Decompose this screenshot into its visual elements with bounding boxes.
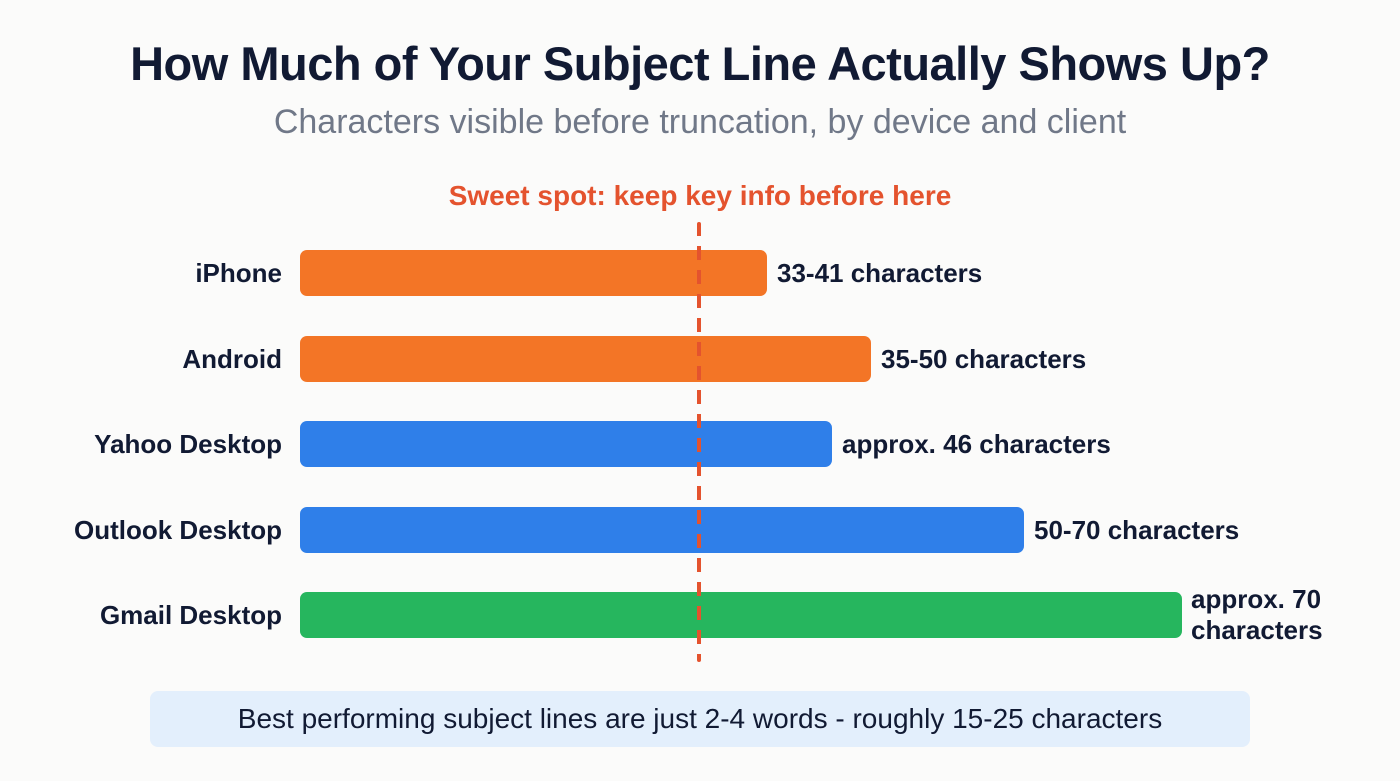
value-label-gmail-desktop: approx. 70 characters [1191, 584, 1323, 645]
bar-iphone [300, 250, 767, 296]
sweet-spot-dashed-line [697, 222, 701, 662]
value-label-android: 35-50 characters [881, 344, 1087, 374]
chart-title: How Much of Your Subject Line Actually S… [130, 37, 1270, 90]
bar-yahoo-desktop [300, 421, 832, 467]
chart-subtitle: Characters visible before truncation, by… [273, 103, 1127, 141]
row-label-outlook-desktop: Outlook Desktop [73, 515, 282, 545]
bar-outlook-desktop [300, 507, 1024, 553]
row-label-android: Android [182, 344, 282, 374]
bar-android [300, 336, 871, 382]
bar-gmail-desktop [300, 592, 1182, 638]
value-label-outlook-desktop: 50-70 characters [1034, 515, 1240, 545]
row-label-gmail-desktop: Gmail Desktop [99, 600, 282, 630]
footer-text: Best performing subject lines are just 2… [237, 703, 1163, 734]
value-label-iphone: 33-41 characters [777, 258, 983, 288]
row-label-iphone: iPhone [195, 258, 282, 288]
footer-callout: Best performing subject lines are just 2… [150, 691, 1250, 747]
value-label-yahoo-desktop: approx. 46 characters [842, 429, 1111, 459]
row-label-yahoo-desktop: Yahoo Desktop [94, 429, 282, 459]
sweet-spot-annotation: Sweet spot: keep key info before here [448, 180, 952, 211]
